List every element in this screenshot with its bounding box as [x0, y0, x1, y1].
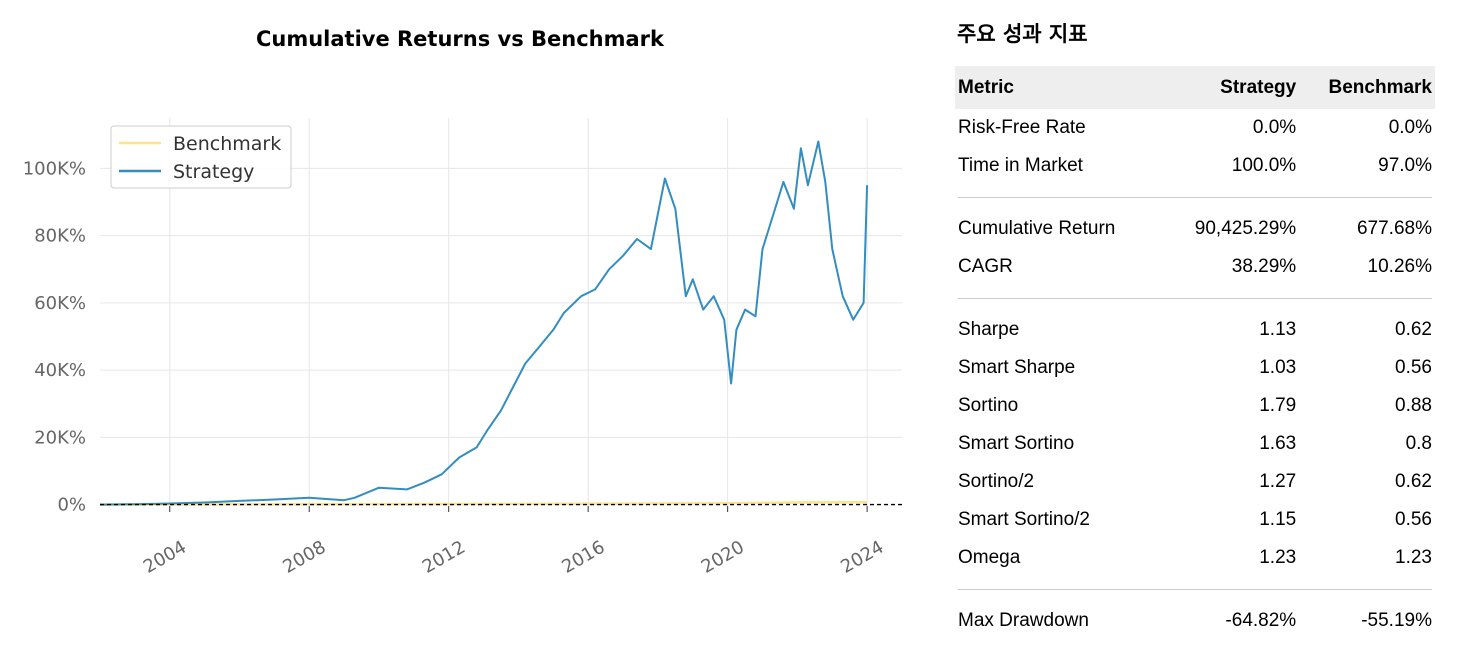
separator-rule [958, 197, 1432, 198]
metric-row: Max Drawdown -64.82% -55.19% [955, 602, 1435, 640]
metric-name-cell: Smart Sortino [958, 433, 1075, 454]
metric-name-cell: Smart Sortino/2 [958, 509, 1090, 530]
strategy-value-cell: 100.0% [1231, 155, 1297, 176]
metrics-separator [955, 577, 1435, 602]
metric-name-cell: Sortino [958, 395, 1019, 416]
metrics-separator [955, 286, 1435, 311]
x-tick-label: 2016 [558, 537, 608, 578]
benchmark-value-cell: 1.23 [1395, 547, 1432, 568]
header-benchmark: Benchmark [1299, 66, 1435, 109]
metric-row: Time in Market 100.0% 97.0% [955, 147, 1435, 185]
metric-name-cell: Cumulative Return [958, 218, 1116, 239]
legend-label-benchmark: Benchmark [173, 133, 281, 155]
benchmark-value-cell: 97.0% [1378, 155, 1432, 176]
cumulative-returns-chart-panel: Cumulative Returns vs Benchmark 0% 20K% 40… [23, 27, 902, 578]
metric-row: Smart Sortino 1.63 0.8 [955, 425, 1435, 463]
strategy-value-cell: 1.27 [1259, 471, 1297, 492]
metric-row: Risk-Free Rate 0.0% 0.0% [955, 109, 1435, 147]
chart-title: Cumulative Returns vs Benchmark [256, 27, 665, 51]
metric-row: Sortino 1.79 0.88 [955, 387, 1435, 425]
metric-row: CAGR 38.29% 10.26% [955, 248, 1435, 286]
benchmark-value-cell: 0.0% [1388, 117, 1432, 138]
series-lines [99, 140, 869, 506]
metric-name-cell: Smart Sharpe [958, 357, 1076, 378]
metric-name-cell: Sharpe [958, 319, 1020, 340]
metrics-table-body: Risk-Free Rate 0.0% 0.0% Time in Market 100.… [955, 109, 1435, 640]
benchmark-value-cell: 0.62 [1395, 319, 1432, 340]
header-strategy: Strategy [1166, 66, 1300, 109]
strategy-value-cell: 1.15 [1259, 509, 1297, 530]
metric-row: Sortino/2 1.27 0.62 [955, 463, 1435, 501]
strategy-value-cell: 1.79 [1259, 395, 1297, 416]
strategy-line [99, 140, 869, 506]
metrics-panel-title: 주요 성과 지표 [957, 22, 1088, 46]
y-tick-label: 40K% [34, 360, 86, 381]
metrics-panel: 주요 성과 지표 Metric Strategy Benchmark Risk-… [955, 0, 1435, 646]
metric-name-cell: Risk-Free Rate [958, 117, 1086, 138]
x-tick-label: 2020 [698, 537, 748, 578]
metric-name-cell: Time in Market [958, 155, 1083, 176]
benchmark-value-cell: 10.26% [1367, 256, 1432, 277]
benchmark-value-cell: 677.68% [1356, 218, 1432, 239]
y-tick-label: 80K% [34, 226, 86, 247]
benchmark-value-cell: 0.56 [1395, 509, 1432, 530]
strategy-value-cell: 1.63 [1259, 433, 1297, 454]
strategy-value-cell: 0.0% [1252, 117, 1297, 138]
metric-row: Smart Sharpe 1.03 0.56 [955, 349, 1435, 387]
strategy-value-cell: 90,425.29% [1194, 218, 1297, 239]
benchmark-value-cell: 0.88 [1395, 395, 1432, 416]
strategy-value-cell: 1.03 [1259, 357, 1297, 378]
y-tick-label: 0% [57, 495, 86, 516]
separator-rule [958, 589, 1432, 590]
metrics-header-row: Metric Strategy Benchmark [955, 66, 1435, 109]
separator-cell [955, 185, 1435, 210]
axis-tick-labels: 0% 20K% 40K% 60K% 80K% 100K% 2004 2008 2012 2016 2… [23, 158, 888, 577]
metric-row: Cumulative Return 90,425.29% 677.68% [955, 210, 1435, 248]
metric-name-cell: Omega [958, 547, 1021, 568]
benchmark-value-cell: 0.8 [1405, 433, 1432, 454]
x-tick-label: 2012 [419, 537, 469, 578]
legend-label-strategy: Strategy [173, 161, 254, 183]
metric-row: Sharpe 1.13 0.62 [955, 311, 1435, 349]
chart-legend: Benchmark Strategy [110, 125, 292, 189]
metric-name-cell: CAGR [958, 256, 1013, 277]
separator-cell [955, 577, 1435, 602]
metric-row: Omega 1.23 1.23 [955, 539, 1435, 577]
metrics-separator [955, 185, 1435, 210]
separator-cell [955, 286, 1435, 311]
x-tick-label: 2024 [837, 537, 887, 578]
separator-rule [958, 298, 1432, 299]
y-tick-label: 60K% [34, 293, 86, 314]
strategy-value-cell: 1.23 [1259, 547, 1297, 568]
benchmark-value-cell: 0.62 [1395, 471, 1432, 492]
x-tick-label: 2004 [140, 537, 190, 578]
x-tick-label: 2008 [279, 537, 329, 578]
header-metric: Metric [955, 66, 1166, 109]
metric-name-cell: Sortino/2 [958, 471, 1035, 492]
strategy-value-cell: 1.13 [1259, 319, 1297, 340]
y-tick-label: 20K% [34, 427, 86, 448]
metric-row: Smart Sortino/2 1.15 0.56 [955, 501, 1435, 539]
y-tick-label: 100K% [23, 158, 86, 179]
cumulative-returns-chart: Cumulative Returns vs Benchmark 0% 20K% 40… [23, 27, 902, 578]
metric-name-cell: Max Drawdown [958, 610, 1089, 631]
strategy-value-cell: 38.29% [1231, 256, 1297, 277]
benchmark-value-cell: 0.56 [1395, 357, 1432, 378]
benchmark-value-cell: -55.19% [1361, 610, 1432, 631]
strategy-value-cell: -64.82% [1225, 610, 1297, 631]
metrics-table: Metric Strategy Benchmark Risk-Free Rate… [955, 66, 1435, 640]
legend-box [110, 125, 292, 189]
